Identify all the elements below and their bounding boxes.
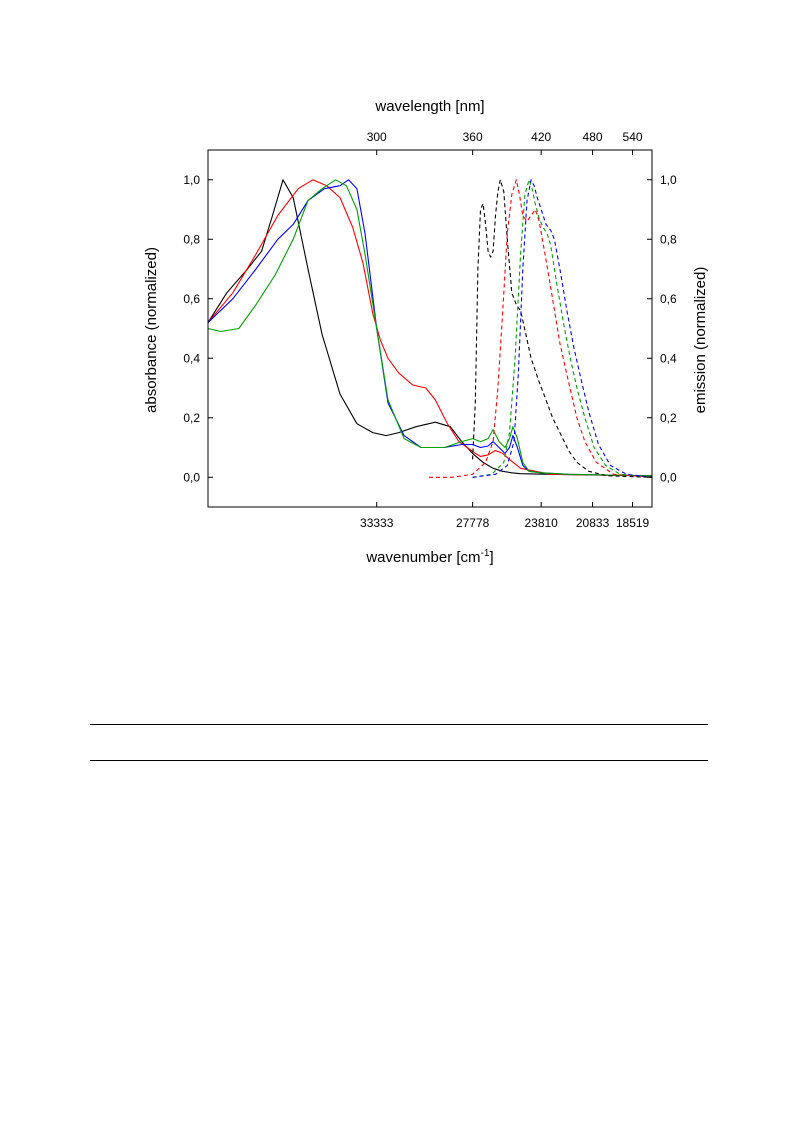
absorbance-series-4 [207,179,653,477]
emission-series-8 [472,179,653,478]
horizontal-rule-2 [90,760,708,761]
absorbance-series-2 [207,179,653,477]
x-tick-label: 20833 [576,516,610,530]
y-tick-label: 0,4 [183,351,200,365]
x2-tick-label: 480 [583,130,603,144]
x2-tick-label: 420 [531,130,551,144]
absorbance-series-1 [207,179,653,477]
y2-tick-label: 0,6 [660,292,677,306]
y2-tick-label: 0,0 [660,470,677,484]
y-tick-label: 1,0 [183,173,200,187]
y-axis-title: absorbance (normalized) [143,247,160,413]
plot-frame [207,149,653,508]
y-tick-label: 0,0 [183,470,200,484]
y2-tick-label: 1,0 [660,173,677,187]
x2-tick-label: 540 [623,130,643,144]
absorbance-series-3 [207,179,653,477]
x2-tick-label: 360 [463,130,483,144]
x-tick-label: 18519 [616,516,650,530]
y2-tick-label: 0,8 [660,232,677,246]
series-layer [207,179,653,478]
x-tick-label: 27778 [456,516,490,530]
emission-series-6 [429,179,653,478]
y2-axis-title: emission (normalized) [692,267,709,414]
emission-series-5 [472,179,653,478]
y-tick-label: 0,2 [183,411,200,425]
y2-tick-label: 0,2 [660,411,677,425]
x2-tick-label: 300 [367,130,387,144]
y2-tick-label: 0,4 [660,351,677,365]
y-tick-label: 0,6 [183,292,200,306]
x-tick-label: 23810 [524,516,558,530]
x-tick-label: 33333 [360,516,394,530]
tick-layer: 0,0 0,0 0,2 0,2 0,4 0,4 0,6 0,6 0,8 0,8 1,0 1,0 3333… [183,130,677,530]
x-axis-title: wavenumber [cm-1] [365,548,493,566]
x2-axis-title: wavelength [nm] [374,98,484,115]
horizontal-rule-1 [90,724,708,725]
y-tick-label: 0,8 [183,232,200,246]
emission-series-7 [472,179,653,478]
